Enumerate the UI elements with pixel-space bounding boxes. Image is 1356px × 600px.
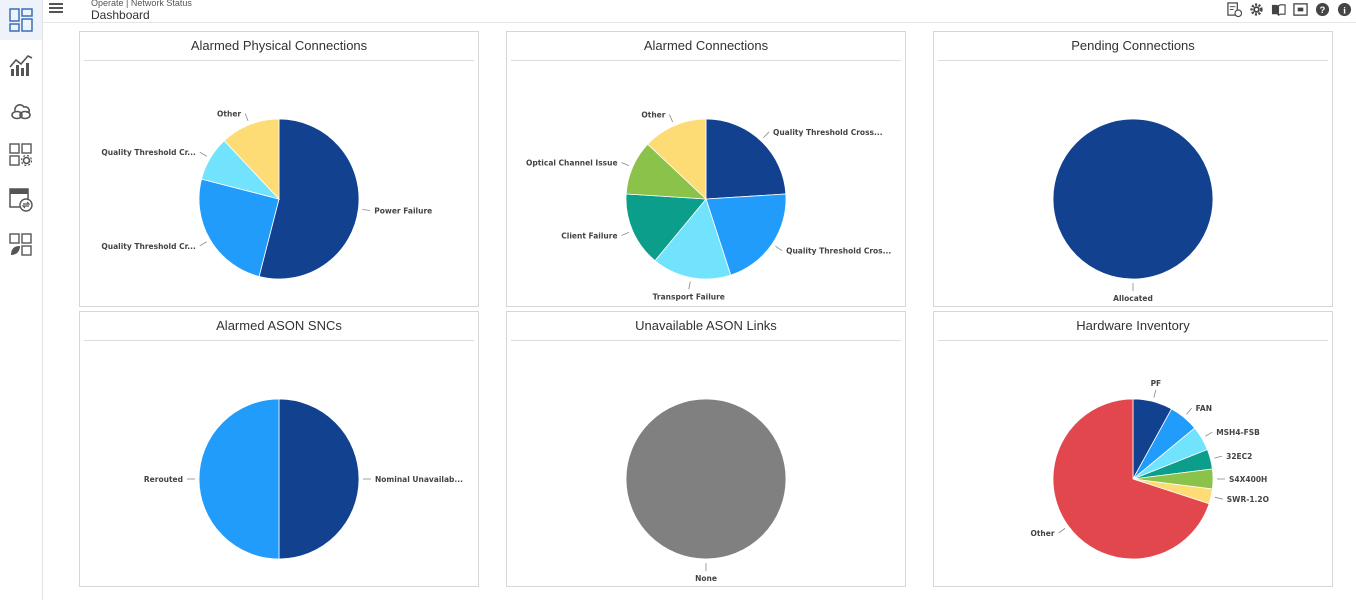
pie-label: MSH4-FSB xyxy=(1216,428,1260,437)
grid-leaf-icon xyxy=(9,233,32,256)
sidebar-item-configuration[interactable] xyxy=(0,135,42,175)
label-connector xyxy=(688,281,691,290)
pie-chart-hardware-inventory: PF FAN MSH4-FSB 32EC2 S4X400H SWR-1.2O Other xyxy=(1030,379,1269,560)
pie-label: Quality Threshold Cross... xyxy=(773,128,883,137)
label-connector xyxy=(1214,496,1223,500)
pie-slice-allocated-0[interactable] xyxy=(1052,118,1214,280)
connection-cloud-icon xyxy=(11,104,31,120)
label-connector xyxy=(1186,407,1192,415)
sidebar xyxy=(0,0,43,600)
label-connector xyxy=(1214,455,1223,459)
pie-label: Other xyxy=(641,111,665,120)
pie-label: 32EC2 xyxy=(1226,452,1252,461)
pie-slice-other-5[interactable] xyxy=(647,118,707,200)
label-connector xyxy=(621,231,630,236)
label-connector xyxy=(199,241,207,247)
pie-label: Quality Threshold Cros... xyxy=(786,247,891,256)
line-chart-icon xyxy=(9,55,33,76)
label-connector xyxy=(1205,431,1213,437)
label-connector xyxy=(1058,528,1066,534)
pie-slice-other-3[interactable] xyxy=(223,118,280,201)
book-icon[interactable] xyxy=(1270,1,1286,17)
panel-title: Alarmed ASON SNCs xyxy=(84,312,474,341)
svg-text:i: i xyxy=(1343,6,1346,16)
pie-label: Optical Channel Issue xyxy=(526,158,618,167)
panel-title: Alarmed Physical Connections xyxy=(84,32,474,61)
pie-slice-power-failure-0[interactable] xyxy=(258,118,360,280)
pie-label: PF xyxy=(1151,379,1162,388)
sidebar-item-inventory[interactable] xyxy=(0,225,42,265)
toolbar: ? i xyxy=(1226,1,1352,17)
pie-chart-pending-connections: Allocated xyxy=(1052,118,1214,303)
pie-chart-alarmed-ason-sncs: Nominal Unavailab... Rerouted xyxy=(144,398,463,560)
pie-label: Other xyxy=(217,109,241,118)
pie-chart-unavailable-ason-links: None xyxy=(625,398,787,583)
svg-text:?: ? xyxy=(1319,4,1325,14)
help-icon[interactable]: ? xyxy=(1314,1,1330,17)
panel-title: Hardware Inventory xyxy=(938,312,1328,341)
panel-alarmed-physical-connections: Alarmed Physical Connections Power Failu… xyxy=(79,31,479,307)
panel-hardware-inventory: Hardware Inventory PF FAN MSH4-FSB 32EC2 S4X… xyxy=(933,311,1333,587)
pie-chart-alarmed-connections: Quality Threshold Cross... Quality Thresh… xyxy=(526,111,891,302)
pie-slice-none-0[interactable] xyxy=(625,398,787,560)
pie-label: SWR-1.2O xyxy=(1227,495,1269,504)
pie-label: Nominal Unavailab... xyxy=(375,475,463,484)
pie-label: Client Failure xyxy=(561,232,617,241)
pie-slice-transport-failure-2[interactable] xyxy=(654,198,732,280)
label-connector xyxy=(669,114,674,123)
pie-label: Power Failure xyxy=(374,207,432,216)
breadcrumb[interactable]: Operate | Network Status xyxy=(91,0,192,8)
pie-slice-quality-threshold-cr-1[interactable] xyxy=(198,178,280,277)
pie-label: FAN xyxy=(1196,404,1212,413)
pie-label: Quality Threshold Cr... xyxy=(101,148,196,157)
panel-title: Alarmed Connections xyxy=(511,32,901,61)
panel-unavailable-ason-links: Unavailable ASON Links None xyxy=(506,311,906,587)
report-clock-icon[interactable] xyxy=(1226,1,1242,17)
pie-chart-alarmed-physical-connections: Power Failure Quality Threshold Cr... Qual… xyxy=(101,109,432,280)
grid-gear-icon xyxy=(9,143,33,167)
pie-slice-quality-threshold-cross-0[interactable] xyxy=(705,118,787,200)
pie-slice-other-6[interactable] xyxy=(1052,398,1210,560)
panel-title: Pending Connections xyxy=(938,32,1328,61)
sidebar-item-dashboard[interactable] xyxy=(0,0,42,40)
panel-pending-connections: Pending Connections Allocated xyxy=(933,31,1333,307)
sidebar-item-services[interactable] xyxy=(0,180,42,220)
gear-icon[interactable] xyxy=(1248,1,1264,17)
sidebar-item-performance[interactable] xyxy=(0,45,42,85)
pie-label: Quality Threshold Cr... xyxy=(101,242,196,251)
pie-slice-nominal-unavailab-0[interactable] xyxy=(278,398,360,560)
info-icon[interactable]: i xyxy=(1336,1,1352,17)
menu-icon[interactable] xyxy=(49,3,63,15)
label-connector xyxy=(621,162,630,167)
pie-label: S4X400H xyxy=(1229,475,1267,484)
pie-label: Other xyxy=(1030,529,1054,538)
label-connector xyxy=(1153,389,1157,398)
panel-exchange-icon xyxy=(9,188,33,212)
dashboard-grid-icon xyxy=(9,8,33,32)
pie-label: Transport Failure xyxy=(653,292,725,301)
panel-alarmed-connections: Alarmed Connections Quality Threshold Cr… xyxy=(506,31,906,307)
pie-slice-rerouted-1[interactable] xyxy=(198,398,280,560)
pie-slice-quality-threshold-cros-1[interactable] xyxy=(705,193,787,276)
panel-title: Unavailable ASON Links xyxy=(511,312,901,341)
pie-label: Allocated xyxy=(1113,294,1153,303)
label-connector xyxy=(763,131,770,139)
pie-label: Rerouted xyxy=(144,475,183,484)
page-title: Dashboard xyxy=(91,8,150,22)
screen-capture-icon[interactable] xyxy=(1292,1,1308,17)
label-connector xyxy=(775,245,783,252)
pie-label: None xyxy=(695,574,717,583)
top-bar: Operate | Network Status Dashboard ? i xyxy=(43,0,1356,23)
panel-alarmed-ason-sncs: Alarmed ASON SNCs Nominal Unavailab... Re… xyxy=(79,311,479,587)
sidebar-item-connections[interactable] xyxy=(0,90,42,130)
label-connector xyxy=(362,209,371,211)
pie-slice-client-failure-3[interactable] xyxy=(625,193,707,262)
label-connector xyxy=(199,151,207,157)
label-connector xyxy=(244,113,249,122)
